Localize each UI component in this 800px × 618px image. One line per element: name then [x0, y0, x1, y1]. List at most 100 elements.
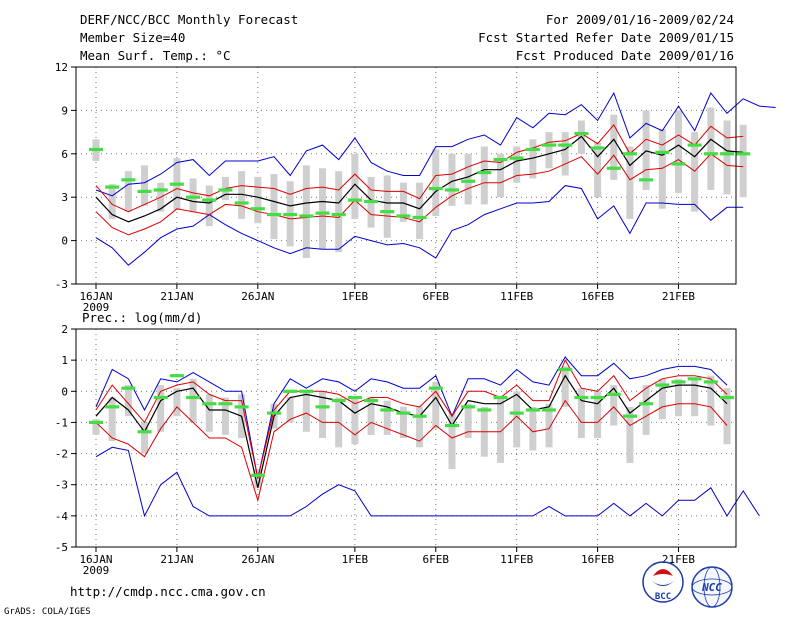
- median-marker: [89, 147, 103, 152]
- median-marker: [671, 162, 686, 166]
- spread-box: [238, 171, 246, 219]
- spread-box: [108, 184, 116, 219]
- envelope-line-lower: [95, 446, 760, 518]
- median-marker: [331, 399, 346, 403]
- y-tick-label: -5: [55, 541, 68, 554]
- spread-box: [642, 110, 650, 190]
- spread-box: [351, 153, 359, 219]
- x-tick-label: 16FEB: [581, 290, 614, 303]
- median-marker: [558, 367, 573, 372]
- median-marker: [380, 408, 395, 412]
- spread-box: [189, 378, 197, 423]
- x-tick-label: 6FEB: [423, 553, 450, 566]
- y-tick-label: 6: [61, 148, 68, 161]
- median-marker: [169, 374, 184, 378]
- spread-box: [561, 132, 569, 176]
- spread-box: [497, 153, 504, 198]
- x-tick-label: 21JAN: [160, 553, 193, 566]
- median-marker: [347, 395, 362, 400]
- spread-box: [399, 406, 407, 438]
- median-marker: [558, 143, 573, 147]
- spread-box: [383, 175, 391, 238]
- median-marker: [687, 143, 702, 147]
- median-marker: [509, 411, 524, 415]
- median-marker: [477, 408, 492, 412]
- spread-line-upper: [95, 358, 728, 479]
- spread-box: [642, 385, 650, 435]
- x-tick-label: 6FEB: [423, 290, 450, 303]
- median-marker: [283, 212, 298, 217]
- spread-box: [124, 385, 132, 417]
- y-tick-label: 3: [61, 191, 68, 204]
- median-marker: [412, 215, 427, 220]
- spread-box: [723, 388, 731, 445]
- median-marker: [574, 131, 589, 136]
- median-marker: [266, 411, 281, 415]
- median-marker: [137, 430, 152, 434]
- median-marker: [703, 152, 718, 156]
- median-marker: [655, 150, 670, 154]
- spread-box: [545, 403, 553, 448]
- spread-box: [448, 413, 456, 470]
- median-marker: [428, 186, 443, 191]
- median-marker: [542, 143, 557, 147]
- y-tick-label: 0: [61, 385, 68, 398]
- spread-box: [529, 406, 537, 451]
- produced-date: Fcst Produced Date 2009/01/16: [516, 48, 734, 63]
- temperature-panel: -3 0 3 6 9 12 16JAN 21JAN 26JAN 1FEB 6FEB 11FEB 16FE…: [55, 61, 776, 314]
- title-line-3: Mean Surf. Temp.: °C: [80, 48, 231, 63]
- median-marker: [525, 147, 540, 152]
- spread-box: [513, 146, 521, 183]
- median-marker: [493, 157, 508, 162]
- y-tick-label: -4: [55, 510, 69, 523]
- y-tick-label: -2: [55, 448, 68, 461]
- x-tick-label: 21JAN: [160, 290, 193, 303]
- spread-box: [92, 419, 100, 435]
- spread-box: [399, 182, 407, 222]
- median-marker: [153, 395, 168, 400]
- median-marker: [412, 414, 427, 418]
- median-marker: [218, 188, 233, 192]
- spread-box: [513, 391, 521, 448]
- y-tick-label: 0: [61, 235, 68, 248]
- forecast-period: For 2009/01/16-2009/02/24: [546, 12, 734, 27]
- spread-line-lower: [95, 153, 744, 236]
- spread-box: [674, 378, 682, 417]
- spread-box: [141, 422, 149, 454]
- spread-box: [108, 397, 116, 442]
- median-marker: [461, 179, 476, 183]
- median-marker: [655, 383, 670, 387]
- median-marker: [444, 188, 459, 192]
- median-marker: [250, 207, 265, 211]
- footer-url[interactable]: http://cmdp.ncc.cma.gov.cn: [70, 584, 266, 599]
- ncc-logo: NCC: [691, 566, 733, 608]
- year-label: 2009: [83, 564, 110, 577]
- spread-box: [416, 406, 424, 448]
- bcc-logo-text: BCC: [655, 592, 671, 602]
- median-marker: [250, 473, 265, 477]
- spread-box: [674, 110, 682, 193]
- spread-box: [545, 132, 553, 169]
- y-tick-label: -3: [55, 278, 68, 291]
- x-tick-label: 26JAN: [241, 290, 274, 303]
- spread-box: [561, 366, 569, 407]
- spread-box: [610, 114, 618, 180]
- median-marker: [671, 380, 686, 384]
- x-tick-label: 1FEB: [342, 553, 369, 566]
- x-tick-label: 11FEB: [500, 553, 533, 566]
- x-tick-label: 21FEB: [662, 553, 695, 566]
- spread-box: [205, 394, 213, 432]
- spread-box: [658, 129, 666, 209]
- spread-box: [448, 153, 456, 206]
- plot-frame: [75, 328, 737, 548]
- ensemble-mean-line: [95, 135, 744, 223]
- envelope-line-upper: [95, 91, 776, 197]
- spread-box: [497, 397, 504, 463]
- median-marker: [153, 188, 168, 192]
- median-marker: [461, 405, 476, 409]
- spread-box: [691, 132, 699, 212]
- median-marker: [186, 195, 201, 199]
- spread-box: [739, 124, 747, 198]
- spread-box: [205, 185, 213, 227]
- median-marker: [266, 212, 281, 217]
